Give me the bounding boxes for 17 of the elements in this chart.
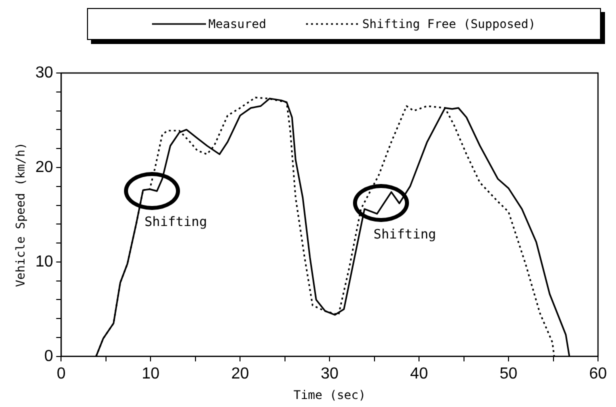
legend-label: Shifting Free (Supposed) [362,17,536,31]
x-tick-label: 60 [589,365,607,382]
y-tick-label: 0 [44,348,54,365]
y-tick-label: 20 [35,158,54,176]
x-tick-label: 0 [56,365,66,382]
y-axis-title: Vehicle Speed (km/h) [13,142,28,287]
legend-label: Measured [208,17,266,31]
y-tick-label: 10 [35,253,54,270]
x-tick-label: 50 [500,365,518,382]
annotation: Shifting [373,227,436,242]
x-tick-label: 20 [231,365,250,382]
annotation: Shifting [144,215,208,230]
x-tick-label: 40 [410,365,428,382]
x-tick-label: 30 [320,365,339,382]
x-axis-title: Time (sec) [293,388,366,402]
x-tick-label: 10 [142,365,160,382]
y-tick-label: 30 [35,64,54,82]
